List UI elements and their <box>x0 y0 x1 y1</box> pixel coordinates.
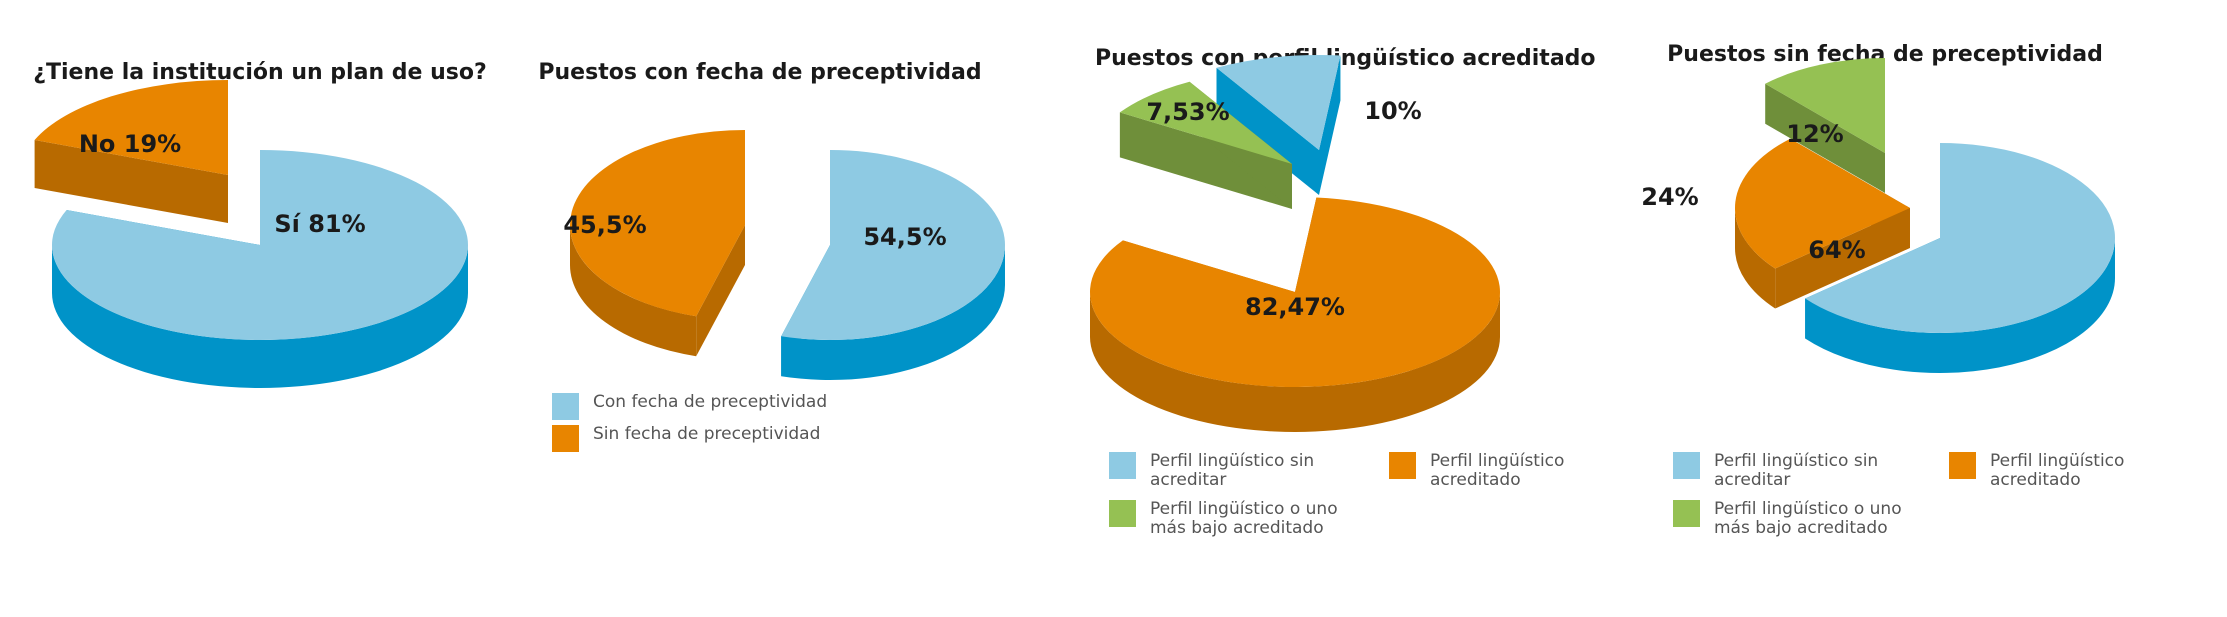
chart-title: Puestos con perfil lingüístico acreditad… <box>1095 46 1596 71</box>
legend-swatch <box>1109 500 1136 527</box>
pie-slice-1 <box>51 150 468 388</box>
legend-swatch <box>1949 452 1976 479</box>
pie-slice-3 <box>1119 81 1292 209</box>
pie-slice-2 <box>34 80 228 223</box>
legend-swatch <box>1673 500 1700 527</box>
legend-item-acreditado: Perfil lingüístico acreditado <box>1389 452 1589 490</box>
slice-label: 54,5% <box>863 223 946 251</box>
legend-item-mas-bajo: Perfil lingüístico o uno más bajo acredi… <box>1673 500 1913 538</box>
chart-title: ¿Tiene la institución un plan de uso? <box>33 60 487 85</box>
legend-item-sin-fecha: Sin fecha de preceptividad <box>552 425 892 452</box>
legend-label: Perfil lingüístico sin acreditar <box>1150 451 1315 490</box>
legend-label: Perfil lingüístico acreditado <box>1430 451 1565 490</box>
slice-label: 12% <box>1786 120 1843 148</box>
slice-label: 45,5% <box>563 211 646 239</box>
legend-item-acreditado: Perfil lingüístico acreditado <box>1949 452 2149 490</box>
legend-item-sin-acreditar: Perfil lingüístico sin acreditar <box>1673 452 1903 490</box>
chart-sin-fecha: Puestos sin fecha de preceptividad 64% 24… <box>1605 0 2165 617</box>
legend-label: Con fecha de preceptividad <box>593 392 828 412</box>
pie-slice-1 <box>1805 143 2115 374</box>
slice-label: 82,47% <box>1245 293 1345 321</box>
slice-label: 10% <box>1364 97 1421 125</box>
legend-label: Perfil lingüístico o uno más bajo acredi… <box>1150 499 1338 538</box>
legend-swatch <box>1673 452 1700 479</box>
legend-label: Perfil lingüístico sin acreditar <box>1714 451 1879 490</box>
legend-item-mas-bajo: Perfil lingüístico o uno más bajo acredi… <box>1109 500 1349 538</box>
slice-label: 24% <box>1641 183 1698 211</box>
chart-con-fecha: Puestos con fecha de preceptividad 54,5%… <box>520 0 1005 617</box>
pie-slice-1 <box>1216 55 1341 195</box>
slice-label: Sí 81% <box>274 210 365 238</box>
legend-swatch <box>1109 452 1136 479</box>
pie-slice-2 <box>1090 197 1500 432</box>
slice-label: No 19% <box>79 130 181 158</box>
chart-title: Puestos con fecha de preceptividad <box>538 60 982 85</box>
legend-label: Perfil lingüístico o uno más bajo acredi… <box>1714 499 1902 538</box>
legend-label: Perfil lingüístico acreditado <box>1990 451 2125 490</box>
legend-label: Sin fecha de preceptividad <box>593 424 821 444</box>
legend-item-sin-acreditar: Perfil lingüístico sin acreditar <box>1109 452 1339 490</box>
pie-perfil-acreditado: 10% 82,47% 7,53% <box>1090 55 1500 432</box>
chart-perfil-acreditado: Puestos con perfil lingüístico acreditad… <box>1090 0 1596 617</box>
legend-swatch <box>552 425 579 452</box>
pie-slice-2 <box>569 130 745 357</box>
pie-sin-fecha: 64% 24% 12% <box>1641 58 2115 374</box>
pie-plan-de-uso: Sí 81% No 19% <box>34 80 468 388</box>
legend-swatch <box>1389 452 1416 479</box>
chart-plan-de-uso: ¿Tiene la institución un plan de uso? Sí… <box>20 0 500 617</box>
legend-item-con-fecha: Con fecha de preceptividad <box>552 393 892 420</box>
pie-slice-1 <box>781 150 1005 381</box>
pie-slice-3 <box>1765 58 1885 193</box>
slice-label: 7,53% <box>1146 98 1229 126</box>
legend-swatch <box>552 393 579 420</box>
slice-label: 64% <box>1808 236 1865 264</box>
pie-slice-2 <box>1735 138 1910 309</box>
pie-con-fecha: 54,5% 45,5% <box>563 130 1005 381</box>
